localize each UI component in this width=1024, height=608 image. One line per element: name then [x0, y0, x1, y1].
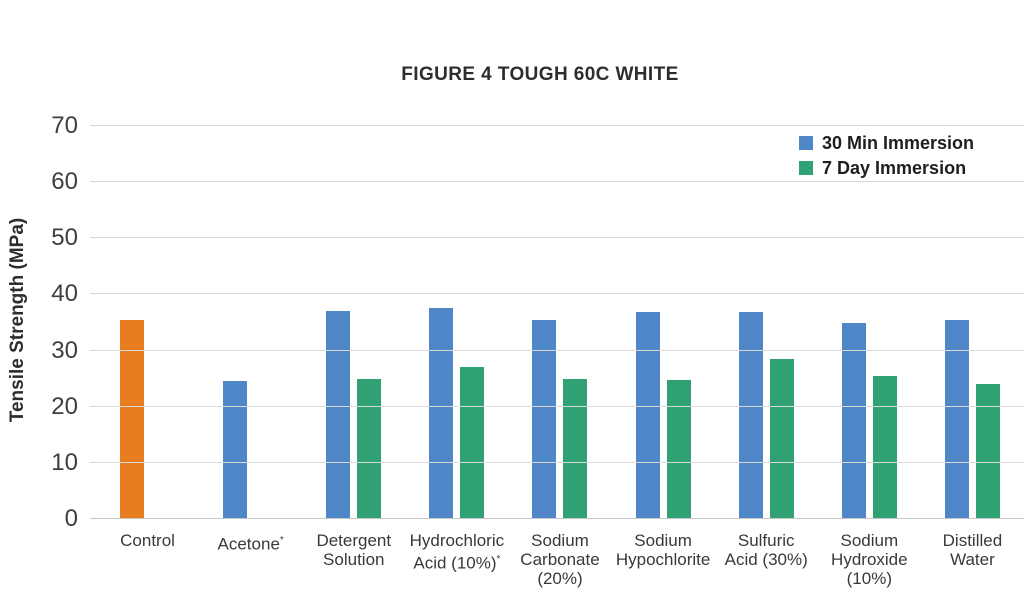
bar-7day-immersion [769, 359, 794, 519]
gridline [90, 349, 1024, 351]
x-axis-labels: Control Acetone* Detergent Solution Hydrochl… [96, 531, 1024, 588]
bar-group [405, 126, 508, 519]
bar-7day-immersion [460, 367, 485, 519]
bar-30min-immersion [841, 322, 866, 519]
y-tick-label: 70 [51, 112, 78, 139]
legend-swatch [799, 161, 813, 175]
bar-group [302, 126, 405, 519]
y-tick-label: 40 [51, 280, 78, 308]
gridline [90, 125, 1024, 126]
bar-group [921, 126, 1024, 519]
y-tick-label: 20 [51, 392, 78, 420]
bar-7day-immersion [357, 378, 382, 519]
bar-7day-immersion [975, 384, 1000, 519]
bar-group [818, 126, 921, 519]
legend-label: 7 Day Immersion [822, 157, 967, 178]
x-axis-label: Sulfuric Acid (30%) [724, 531, 808, 569]
legend-item: 30 Min Immersion [799, 132, 974, 154]
y-tick-label: 50 [51, 224, 78, 252]
legend-item: 7 Day Immersion [799, 157, 974, 179]
bar-30min-immersion [223, 381, 248, 519]
control-bar [120, 319, 145, 519]
bar-group [715, 126, 818, 519]
bar-30min-immersion [738, 312, 763, 519]
y-tick-label: 0 [64, 505, 78, 532]
gridline [90, 461, 1024, 463]
gridline [90, 293, 1024, 295]
bar-group [508, 126, 611, 519]
x-axis-label: Detergent Solution [316, 531, 392, 569]
legend-label: 30 Min Immersion [822, 132, 975, 153]
bar-group [199, 126, 302, 519]
bar-30min-immersion [326, 311, 351, 519]
x-axis-line [90, 518, 1024, 519]
x-axis-label: Sodium Hypochlorite [615, 531, 711, 569]
x-axis-label: Acetone* [217, 534, 284, 554]
bar-group [96, 126, 199, 519]
x-axis-label: Distilled Water [942, 531, 1003, 569]
gridline [90, 405, 1024, 407]
bar-7day-immersion [563, 378, 588, 519]
bar-30min-immersion [532, 319, 557, 519]
bar-group [612, 126, 715, 519]
chart-title: FIGURE 4 TOUGH 60C WHITE [401, 64, 679, 85]
legend-swatch [799, 136, 813, 150]
bar-30min-immersion [429, 308, 454, 519]
x-axis-label: Hydrochloric Acid (10%)* [409, 531, 505, 573]
bar-groups [96, 126, 1024, 519]
gridline [90, 237, 1024, 239]
bar-7day-immersion [872, 375, 897, 519]
x-axis-label: Control [120, 531, 175, 550]
legend: 30 Min Immersion 7 Day Immersion [799, 132, 974, 179]
y-tick-label: 10 [51, 448, 78, 476]
bar-30min-immersion [635, 312, 660, 519]
x-axis-label: Sodium Carbonate (20%) [520, 531, 600, 588]
y-tick-label: 30 [51, 336, 78, 364]
bar-30min-immersion [944, 319, 969, 519]
x-axis-label: Sodium Hydroxide (10%) [831, 531, 908, 588]
gridline [90, 181, 1024, 183]
bar-7day-immersion [666, 379, 691, 519]
y-tick-label: 60 [51, 168, 78, 196]
plot-area [90, 125, 1024, 519]
